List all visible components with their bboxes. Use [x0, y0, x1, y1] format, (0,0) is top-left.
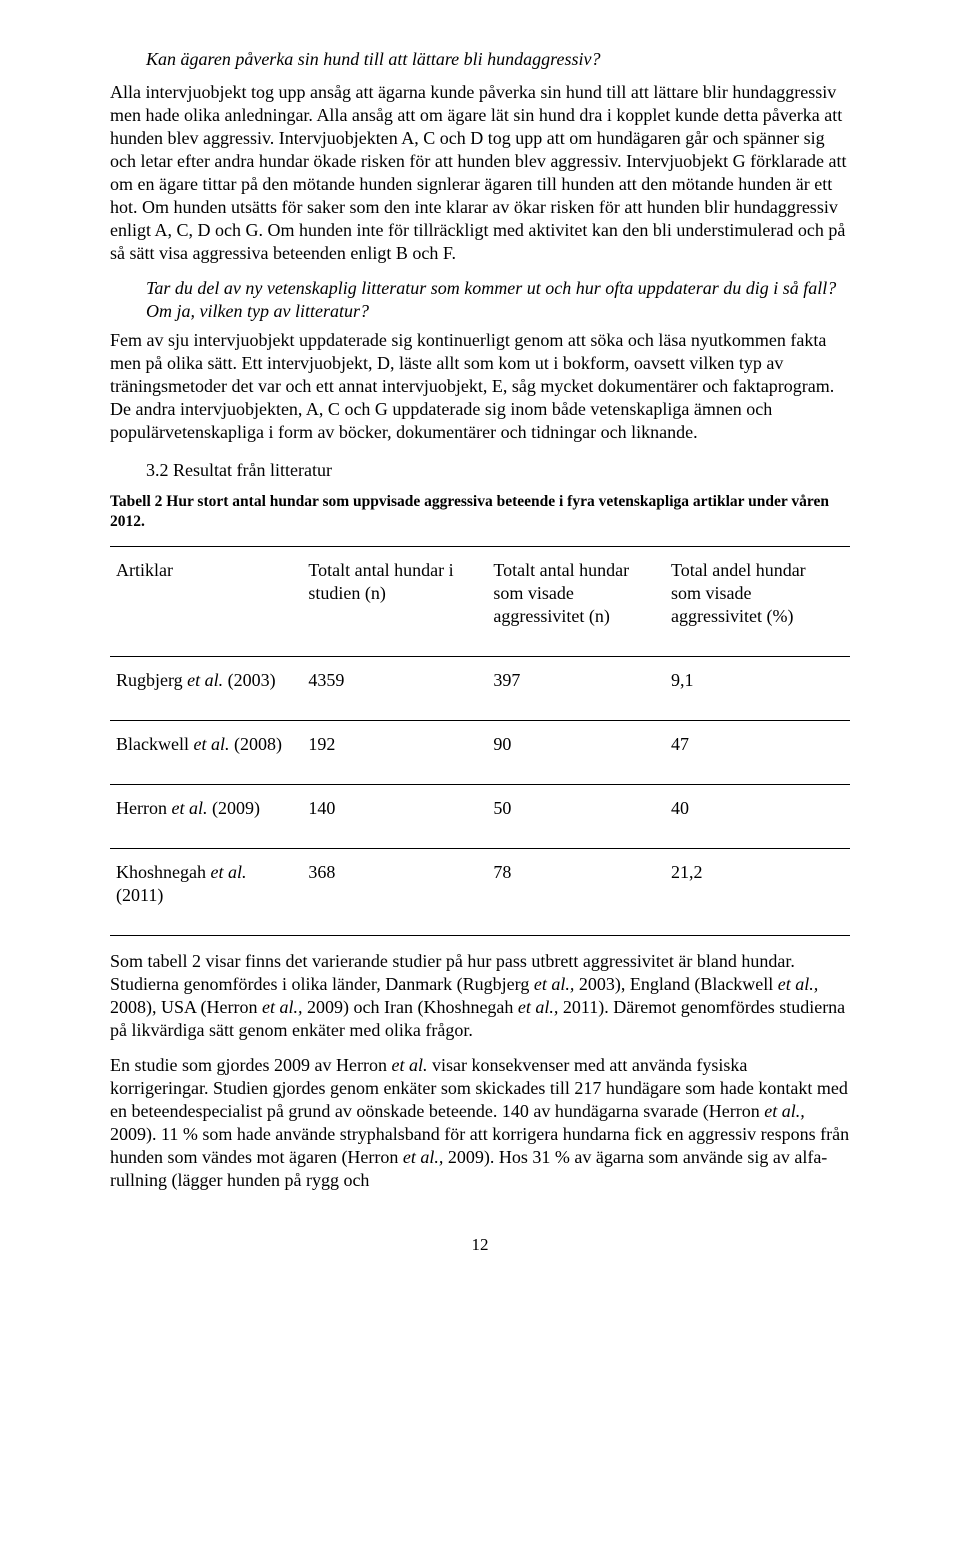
paragraph-2: Fem av sju intervjuobjekt uppdaterade si…	[110, 329, 850, 444]
table-row: Blackwell et al. (2008) 192 90 47	[110, 720, 850, 784]
document-page: Kan ägaren påverka sin hund till att lät…	[0, 0, 960, 1286]
table-row: Herron et al. (2009) 140 50 40	[110, 784, 850, 848]
table-2-caption: Tabell 2 Hur stort antal hundar som uppv…	[110, 492, 850, 532]
section-heading-3-2: 3.2 Resultat från litteratur	[146, 459, 850, 482]
table-row: Khoshnegah et al. (2011) 368 78 21,2	[110, 849, 850, 936]
col-header-agg-pct: Total andel hundar som visade aggressivi…	[665, 546, 850, 656]
interview-question-2: Tar du del av ny vetenskaplig litteratur…	[146, 277, 850, 323]
cell-article: Herron et al. (2009)	[110, 784, 302, 848]
interview-question-1: Kan ägaren påverka sin hund till att lät…	[146, 48, 850, 71]
cell-total: 140	[302, 784, 487, 848]
cell-agg-n: 90	[487, 720, 665, 784]
table-header-row: Artiklar Totalt antal hundar i studien (…	[110, 546, 850, 656]
cell-agg-pct: 40	[665, 784, 850, 848]
cell-article: Khoshnegah et al. (2011)	[110, 849, 302, 936]
paragraph-3: Som tabell 2 visar finns det varierande …	[110, 950, 850, 1042]
cell-total: 192	[302, 720, 487, 784]
cell-article: Blackwell et al. (2008)	[110, 720, 302, 784]
paragraph-1: Alla intervjuobjekt tog upp ansåg att äg…	[110, 81, 850, 265]
table-row: Rugbjerg et al. (2003) 4359 397 9,1	[110, 656, 850, 720]
cell-agg-n: 78	[487, 849, 665, 936]
col-header-agg-n: Totalt antal hundar som visade aggressiv…	[487, 546, 665, 656]
cell-agg-n: 397	[487, 656, 665, 720]
cell-article: Rugbjerg et al. (2003)	[110, 656, 302, 720]
page-number: 12	[110, 1234, 850, 1256]
table-2: Artiklar Totalt antal hundar i studien (…	[110, 546, 850, 936]
paragraph-4: En studie som gjordes 2009 av Herron et …	[110, 1054, 850, 1192]
cell-agg-pct: 21,2	[665, 849, 850, 936]
cell-agg-pct: 9,1	[665, 656, 850, 720]
table-body: Rugbjerg et al. (2003) 4359 397 9,1 Blac…	[110, 656, 850, 935]
col-header-total-n: Totalt antal hundar i studien (n)	[302, 546, 487, 656]
cell-total: 4359	[302, 656, 487, 720]
cell-agg-n: 50	[487, 784, 665, 848]
cell-agg-pct: 47	[665, 720, 850, 784]
cell-total: 368	[302, 849, 487, 936]
col-header-articles: Artiklar	[110, 546, 302, 656]
